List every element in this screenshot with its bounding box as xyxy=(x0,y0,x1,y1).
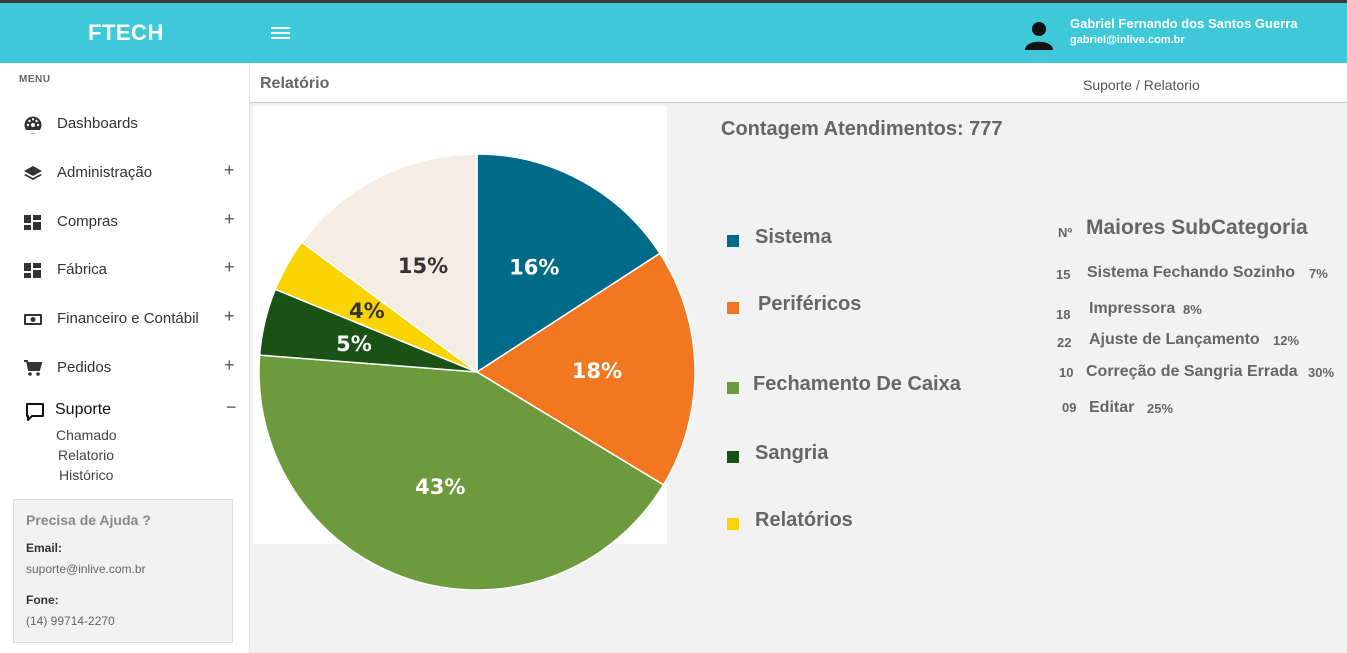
legend-swatch xyxy=(727,302,739,314)
breadcrumb[interactable]: Suporte / Relatorio xyxy=(1083,77,1200,93)
legend-label: Fechamento De Caixa xyxy=(753,373,961,395)
sidebar-item-fabrica[interactable]: Fábrica + xyxy=(0,254,250,284)
subcategory-name: Correção de Sangria Errada xyxy=(1086,363,1298,380)
pie-chart: 16% 18% 43% 5% 4% 15% xyxy=(258,153,696,591)
legend-swatch xyxy=(727,382,739,394)
subcategory-percent: 7% xyxy=(1309,266,1328,281)
sidebar-item-administracao[interactable]: Administração + xyxy=(0,157,250,187)
sidebar-item-financeiro[interactable]: Financeiro e Contábil + xyxy=(0,303,250,333)
subcategory-title: Maiores SubCategoria xyxy=(1086,216,1308,239)
pie-data-label: 15% xyxy=(398,254,448,278)
brand-logo[interactable]: FTECH xyxy=(88,20,164,45)
collapse-minus-icon[interactable]: − xyxy=(226,397,237,417)
help-email-label: Email: xyxy=(26,541,63,555)
legend-swatch xyxy=(727,235,739,247)
subcategory-number: 09 xyxy=(1062,400,1077,415)
grid-icon xyxy=(24,215,41,230)
legend-swatch xyxy=(727,451,739,463)
legend-label: Sangria xyxy=(755,442,829,464)
money-icon xyxy=(24,314,42,325)
expand-plus-icon[interactable]: + xyxy=(224,160,235,180)
expand-plus-icon[interactable]: + xyxy=(224,257,235,277)
sidebar-item-label: Dashboards xyxy=(57,115,138,132)
pie-slice-other[interactable] xyxy=(300,153,478,374)
sidebar-item-label: Administração xyxy=(57,164,153,181)
grid-icon xyxy=(24,263,41,278)
page-title: Relatório xyxy=(260,75,330,92)
legend-label: Periféricos xyxy=(758,293,862,315)
attendance-count: Contagem Atendimentos: 777 xyxy=(721,118,1003,140)
sidebar-subitem-historico[interactable]: Histórico xyxy=(59,467,114,483)
expand-plus-icon[interactable]: + xyxy=(224,306,235,326)
sidebar-item-label: Pedidos xyxy=(57,359,112,376)
legend-label: Relatórios xyxy=(755,509,853,531)
user-name[interactable]: Gabriel Fernando dos Santos Guerra xyxy=(1070,16,1298,31)
subcategory-name: Editar xyxy=(1089,399,1135,416)
subcategory-number-header: Nº xyxy=(1058,225,1073,240)
pie-data-label: 5% xyxy=(336,332,372,356)
sidebar-subitem-relatorio[interactable]: Relatorio xyxy=(58,447,115,463)
user-email: gabriel@inlive.com.br xyxy=(1070,34,1185,46)
sidebar-item-label: Fábrica xyxy=(57,261,108,278)
sidebar-item-pedidos[interactable]: Pedidos + xyxy=(0,352,250,382)
pie-slice-fechamento-de-caixa[interactable] xyxy=(258,354,665,591)
dashboard-icon xyxy=(24,116,42,134)
chat-icon xyxy=(26,403,44,421)
subcategory-number: 10 xyxy=(1059,365,1074,380)
sidebar-item-compras[interactable]: Compras + xyxy=(0,206,250,236)
sidebar-subitem-chamado[interactable]: Chamado xyxy=(56,427,117,443)
sidebar-item-label: Financeiro e Contábil xyxy=(57,310,199,327)
subcategory-name: Ajuste de Lançamento xyxy=(1089,331,1260,348)
pie-data-label: 43% xyxy=(415,475,465,499)
help-phone-label: Fone: xyxy=(26,593,59,607)
top-bar: FTECH Gabriel Fernando dos Santos Guerra… xyxy=(0,0,1347,63)
expand-plus-icon[interactable]: + xyxy=(224,209,235,229)
help-phone: (14) 99714-2270 xyxy=(26,614,115,628)
subcategory-percent: 8% xyxy=(1183,302,1202,317)
page-header: Relatório Suporte / Relatorio xyxy=(250,63,1347,103)
pie-slice-periféricos[interactable] xyxy=(475,252,696,486)
layers-icon xyxy=(24,166,42,180)
subcategory-name: Impressora xyxy=(1089,300,1176,317)
help-box: Precisa de Ajuda ? Email: suporte@inlive… xyxy=(13,499,233,643)
sidebar-item-suporte[interactable]: Suporte − xyxy=(0,394,250,424)
expand-plus-icon[interactable]: + xyxy=(224,355,235,375)
subcategory-number: 15 xyxy=(1056,267,1071,282)
subcategory-number: 18 xyxy=(1056,307,1071,322)
sidebar: MENU Dashboards Administração + Compras … xyxy=(0,63,250,653)
user-avatar-icon[interactable] xyxy=(1023,19,1055,51)
pie-data-label: 18% xyxy=(572,359,622,383)
pie-slice-sistema[interactable] xyxy=(476,153,661,374)
sidebar-item-dashboards[interactable]: Dashboards xyxy=(0,108,250,138)
cart-icon xyxy=(24,360,43,376)
legend-label: Sistema xyxy=(755,226,832,248)
pie-data-label: 4% xyxy=(349,299,385,323)
sidebar-item-label: Compras xyxy=(57,213,118,230)
hamburger-menu-icon[interactable] xyxy=(271,27,290,40)
subcategory-percent: 12% xyxy=(1273,333,1300,348)
help-email[interactable]: suporte@inlive.com.br xyxy=(26,562,146,576)
pie-data-label: 16% xyxy=(509,256,559,280)
subcategory-name: Sistema Fechando Sozinho xyxy=(1087,264,1296,281)
help-title: Precisa de Ajuda ? xyxy=(26,512,151,528)
subcategory-percent: 30% xyxy=(1308,365,1335,380)
sidebar-item-label: Suporte xyxy=(55,401,112,418)
subcategory-percent: 25% xyxy=(1147,401,1174,416)
menu-label: MENU xyxy=(19,74,51,85)
subcategory-number: 22 xyxy=(1057,335,1072,350)
legend-swatch xyxy=(727,518,739,530)
